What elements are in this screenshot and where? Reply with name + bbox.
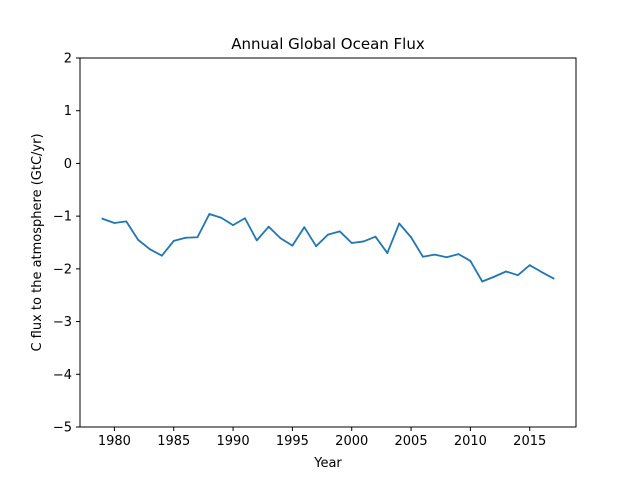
- data-point: [422, 255, 424, 258]
- y-tick-label: −1: [53, 210, 72, 225]
- data-point: [469, 260, 472, 262]
- data-point: [208, 213, 211, 215]
- x-tick-label: 2000: [335, 434, 368, 449]
- data-points: [101, 213, 555, 283]
- data-point: [445, 256, 448, 259]
- y-tick-label: 0: [64, 157, 72, 172]
- data-point: [552, 277, 555, 280]
- data-point: [327, 233, 329, 236]
- x-tick-label: 2005: [395, 434, 428, 449]
- axes-frame: [79, 57, 577, 428]
- data-point: [279, 237, 282, 240]
- data-point: [386, 252, 389, 254]
- chart-title: Annual Global Ocean Flux: [231, 35, 425, 53]
- data-point: [137, 238, 140, 241]
- y-axis-label: C flux to the atmosphere (GtC/yr): [30, 133, 45, 351]
- data-point: [338, 230, 341, 233]
- data-point: [374, 235, 377, 238]
- data-point: [505, 270, 507, 273]
- y-tick-label: −3: [53, 315, 72, 330]
- data-point: [291, 244, 294, 247]
- data-point: [481, 280, 484, 283]
- data-point: [267, 225, 270, 228]
- data-point: [398, 222, 401, 225]
- data-point: [172, 240, 175, 242]
- data-point: [516, 274, 519, 277]
- data-point: [433, 253, 436, 256]
- data-point: [303, 226, 306, 229]
- data-point: [362, 240, 365, 243]
- x-tick-label: 1995: [276, 434, 309, 449]
- data-point: [101, 217, 104, 220]
- x-axis: 1980 1985 1990 1995 2000 2005 2010 2015: [98, 427, 546, 449]
- y-tick-label: −4: [53, 368, 72, 383]
- x-tick-label: 2010: [454, 434, 487, 449]
- data-point: [457, 253, 460, 256]
- data-point: [493, 275, 496, 278]
- data-point: [410, 236, 412, 239]
- x-axis-label: Year: [313, 456, 342, 471]
- x-tick-label: 1985: [157, 434, 190, 449]
- x-tick-label: 1990: [217, 434, 250, 449]
- y-axis: 2 1 0 −1 −2 −3 −4 −5: [53, 52, 80, 436]
- data-point: [350, 242, 353, 244]
- y-tick-label: 1: [64, 104, 72, 119]
- x-tick-label: 2015: [513, 434, 546, 449]
- plot-area: [79, 57, 577, 428]
- data-point: [244, 217, 246, 220]
- data-point: [113, 222, 116, 224]
- x-tick-label: 1980: [98, 434, 131, 449]
- y-tick-label: −2: [53, 262, 72, 277]
- data-point: [220, 216, 223, 219]
- data-point: [149, 248, 151, 251]
- data-point: [196, 236, 199, 239]
- data-point: [255, 239, 258, 242]
- data-point: [125, 220, 128, 223]
- data-point: [184, 236, 187, 239]
- data-point: [232, 224, 234, 227]
- y-tick-label: −5: [53, 421, 72, 436]
- data-point: [160, 254, 163, 257]
- data-point: [528, 264, 531, 267]
- data-point: [540, 271, 543, 273]
- data-point: [315, 245, 318, 248]
- y-tick-label: 2: [64, 52, 72, 67]
